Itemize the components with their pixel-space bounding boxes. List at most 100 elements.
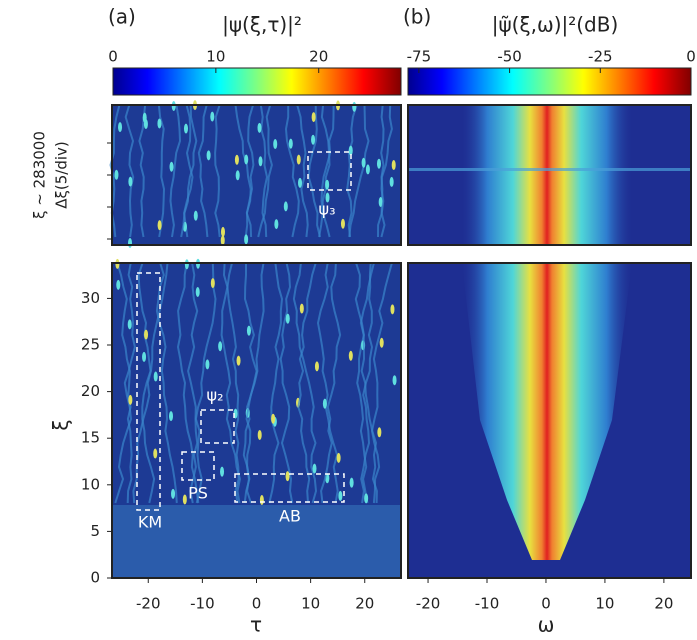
annotation-box — [181, 451, 215, 481]
y-tick-label: 0 — [90, 569, 100, 587]
annotation: ψ₂ — [207, 386, 224, 405]
peak — [195, 287, 200, 298]
peak — [271, 413, 276, 424]
peak — [322, 398, 327, 409]
colorbar — [407, 67, 692, 96]
filament — [295, 104, 309, 238]
colorbar-title: |ψ̃(ξ,ω)|²(dB) — [492, 13, 619, 37]
y-axis-label: ξ — [49, 419, 73, 430]
x-tick-label: -20 — [136, 595, 161, 613]
x-tick-label: 0 — [252, 595, 262, 613]
y-tick-label: 30 — [81, 289, 100, 307]
peak — [169, 161, 174, 172]
peak — [389, 176, 394, 187]
peak — [193, 210, 198, 221]
filament — [124, 104, 135, 238]
x-tick-label: 0 — [541, 595, 551, 613]
peak — [285, 313, 290, 324]
y-tick-label: 20 — [81, 382, 100, 400]
peak — [377, 427, 382, 438]
peak — [142, 351, 147, 362]
peak — [348, 350, 353, 361]
x-axis-label: τ — [250, 613, 262, 637]
x-tick-label: -20 — [416, 595, 441, 613]
peak — [257, 429, 262, 440]
peak — [312, 463, 317, 474]
annotation: AB — [279, 507, 301, 526]
peak — [298, 177, 303, 188]
peak — [116, 279, 121, 290]
peak — [376, 158, 381, 169]
peak — [128, 394, 133, 405]
filament — [359, 262, 378, 504]
spectrum-band — [462, 105, 632, 245]
filament — [320, 262, 342, 504]
filament — [259, 104, 269, 238]
heatmap-field — [112, 105, 401, 245]
colorbar-tick-label: -25 — [588, 48, 613, 66]
filament — [157, 104, 166, 238]
peak — [157, 118, 162, 129]
peak — [365, 164, 370, 175]
peak — [183, 123, 188, 134]
peak — [283, 201, 288, 212]
peak — [325, 192, 330, 203]
spectrum-band — [462, 263, 632, 560]
filament — [187, 262, 199, 504]
peak — [182, 494, 187, 505]
panel-label: (a) — [108, 5, 136, 29]
filament — [214, 104, 222, 238]
x-tick-label: 10 — [595, 595, 614, 613]
filament — [257, 104, 274, 238]
x-axis-label: ω — [538, 613, 555, 637]
peak — [311, 112, 316, 123]
filament — [132, 262, 171, 504]
peak — [153, 371, 158, 382]
peak — [218, 341, 223, 352]
colorbar-tick-label: -50 — [497, 48, 522, 66]
panel-label: (b) — [403, 5, 431, 29]
filament — [114, 262, 136, 504]
filament — [370, 262, 394, 504]
peak — [114, 169, 119, 180]
peak — [235, 170, 240, 181]
x-tick-label: 20 — [355, 595, 374, 613]
peak — [364, 493, 369, 504]
y-tick-label: 5 — [90, 522, 100, 540]
filament — [320, 104, 338, 238]
filament — [169, 104, 182, 238]
peak — [348, 145, 353, 156]
peak — [127, 319, 132, 330]
peak — [157, 220, 162, 231]
filament — [346, 104, 359, 238]
colorbar-tick-label: 20 — [309, 48, 328, 66]
peak — [244, 154, 249, 165]
x-tick-label: -10 — [475, 595, 500, 613]
peak — [118, 122, 123, 133]
colorbar-tick-label: 0 — [686, 48, 696, 66]
filament — [279, 262, 294, 504]
peak — [184, 259, 189, 270]
colorbar — [112, 67, 402, 96]
peak — [128, 237, 133, 248]
annotation-box — [307, 151, 352, 191]
filament — [377, 104, 394, 238]
peak — [234, 154, 239, 165]
heatmap-field — [112, 505, 401, 578]
peak — [246, 325, 251, 336]
peak — [296, 154, 301, 165]
filament — [245, 262, 265, 504]
peak — [340, 218, 345, 229]
peak — [210, 111, 215, 122]
peak — [144, 329, 149, 340]
peak — [142, 112, 147, 123]
peak — [285, 471, 290, 482]
peak — [336, 452, 341, 463]
filament — [155, 262, 178, 504]
peak — [390, 304, 395, 315]
peak — [171, 488, 176, 499]
inset-y-label: Δξ(5/div) — [53, 141, 71, 209]
peak — [361, 157, 366, 168]
y-tick-label: 10 — [81, 475, 100, 493]
